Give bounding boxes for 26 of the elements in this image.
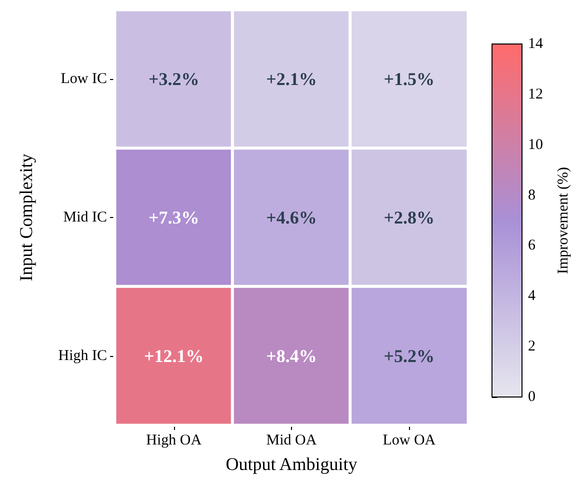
- color-bar-label: 6: [528, 238, 536, 254]
- y-axis-title: Input Complexity: [16, 154, 36, 282]
- data-label: +3.2%: [148, 69, 200, 90]
- y-tick-label: Mid IC: [63, 210, 107, 226]
- color-bar-label: 8: [528, 187, 536, 204]
- x-axis-title: Output Ambiguity: [226, 454, 358, 474]
- color-bar-label: 0: [528, 389, 536, 405]
- color-bar-label: 14: [528, 36, 544, 52]
- x-tick-label: Mid OA: [266, 432, 317, 448]
- y-tick-label: High IC: [58, 348, 107, 364]
- color-bar-label: 10: [528, 136, 543, 153]
- y-tick-label: Low IC: [60, 71, 107, 88]
- color-bar-label: 4: [528, 288, 536, 304]
- data-label: +7.3%: [148, 208, 200, 228]
- data-label: +8.4%: [266, 346, 317, 366]
- data-label: +1.5%: [384, 69, 435, 90]
- data-label: +5.2%: [384, 346, 435, 366]
- x-tick-label: Low OA: [382, 432, 436, 448]
- data-label: +2.8%: [384, 208, 435, 228]
- color-bar-label: 12: [528, 86, 543, 102]
- color-bar-title: Improvement (%): [556, 166, 572, 274]
- data-label: +2.1%: [266, 69, 317, 90]
- color-bar-label: 2: [528, 338, 536, 355]
- x-tick-label: High OA: [146, 432, 202, 448]
- data-label: +12.1%: [144, 346, 204, 366]
- data-label: +4.6%: [266, 208, 317, 228]
